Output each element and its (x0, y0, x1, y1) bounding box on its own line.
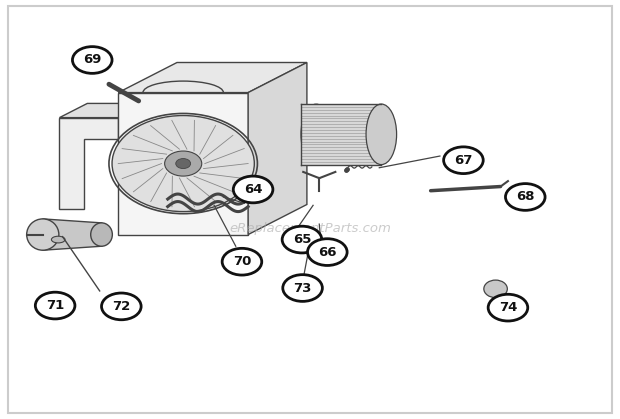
Ellipse shape (27, 219, 59, 250)
Text: 74: 74 (498, 301, 517, 314)
Text: 65: 65 (293, 233, 311, 246)
Circle shape (112, 116, 254, 212)
Polygon shape (118, 93, 248, 235)
Text: 66: 66 (318, 246, 337, 259)
Polygon shape (301, 104, 381, 165)
Text: 72: 72 (112, 300, 130, 313)
Text: 70: 70 (232, 255, 251, 268)
Circle shape (488, 294, 528, 321)
Circle shape (283, 274, 322, 301)
Polygon shape (248, 62, 307, 235)
Circle shape (175, 158, 190, 168)
Polygon shape (118, 62, 307, 93)
Text: 68: 68 (516, 191, 534, 204)
Text: 64: 64 (244, 183, 262, 196)
Polygon shape (60, 103, 146, 118)
Text: eReplacementParts.com: eReplacementParts.com (229, 222, 391, 235)
Ellipse shape (301, 104, 332, 165)
Circle shape (73, 47, 112, 73)
Text: 71: 71 (46, 299, 64, 312)
Circle shape (35, 292, 75, 319)
Ellipse shape (91, 223, 112, 246)
Circle shape (505, 184, 545, 210)
Circle shape (282, 226, 322, 253)
Text: 67: 67 (454, 154, 472, 167)
Polygon shape (43, 219, 102, 250)
Text: 69: 69 (83, 54, 102, 67)
Polygon shape (60, 118, 118, 210)
Circle shape (233, 176, 273, 203)
Circle shape (222, 248, 262, 275)
Ellipse shape (51, 236, 65, 243)
Ellipse shape (366, 104, 397, 165)
Ellipse shape (484, 280, 507, 297)
Circle shape (165, 151, 202, 176)
Circle shape (102, 293, 141, 320)
Circle shape (444, 147, 483, 173)
Text: 73: 73 (293, 282, 312, 295)
Circle shape (308, 239, 347, 266)
